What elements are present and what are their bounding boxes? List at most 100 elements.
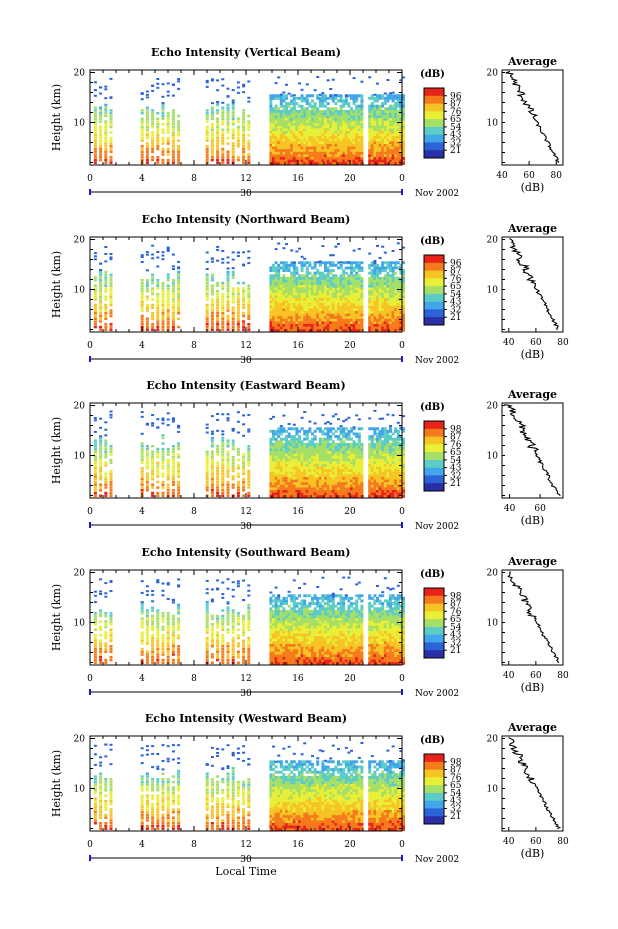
data-cell — [324, 323, 327, 327]
data-cell — [109, 150, 113, 153]
data-cell — [269, 429, 273, 433]
data-cell — [344, 141, 348, 144]
data-cell — [277, 279, 281, 283]
data-cell — [269, 138, 273, 142]
data-cell — [321, 455, 325, 459]
data-cell — [368, 282, 372, 285]
data-cell — [216, 136, 220, 140]
data-cell — [242, 456, 246, 459]
data-cell — [337, 476, 340, 480]
data-cell — [360, 104, 364, 108]
data-cell — [236, 295, 240, 298]
data-cell — [370, 315, 374, 319]
panel-3: Echo Intensity (Eastward Beam)Height (km… — [50, 379, 564, 532]
data-cell — [272, 448, 275, 451]
data-cell — [277, 122, 281, 126]
data-cell — [292, 487, 296, 490]
data-cell — [355, 318, 359, 322]
data-cell — [210, 114, 214, 118]
data-cell — [347, 484, 351, 488]
data-cell — [295, 292, 299, 296]
data-cell — [396, 261, 400, 265]
data-cell — [171, 450, 175, 453]
data-cell — [295, 479, 299, 483]
data-cell — [282, 146, 286, 150]
data-cell — [269, 269, 273, 272]
data-cell — [318, 466, 322, 470]
data-cell — [326, 154, 330, 157]
data-cell — [109, 309, 113, 312]
data-cell — [318, 96, 322, 100]
data-cell — [329, 117, 333, 121]
data-cell — [308, 448, 312, 451]
data-cell — [93, 445, 97, 448]
data-cell — [269, 102, 273, 105]
data-cell — [93, 94, 97, 97]
data-cell — [318, 143, 322, 147]
data-cell — [205, 467, 209, 470]
data-cell — [277, 313, 281, 317]
data-cell — [221, 117, 225, 120]
data-cell — [272, 321, 275, 324]
data-cell — [221, 136, 225, 140]
data-cell — [337, 489, 340, 493]
data-cell — [269, 120, 273, 124]
data-cell — [300, 328, 304, 332]
data-cell — [305, 437, 309, 441]
data-cell — [295, 122, 299, 126]
data-cell — [329, 429, 333, 433]
data-cell — [376, 125, 379, 129]
data-cell — [104, 480, 108, 484]
data-cell — [376, 318, 379, 322]
data-cell — [177, 306, 181, 309]
data-cell — [104, 287, 108, 290]
data-cell — [321, 450, 325, 454]
data-cell — [205, 128, 209, 131]
data-cell — [290, 279, 294, 283]
data-cell — [145, 253, 149, 256]
data-cell — [373, 295, 377, 298]
data-cell — [109, 109, 113, 112]
data-cell — [161, 251, 165, 254]
data-cell — [221, 442, 225, 445]
data-cell — [210, 290, 214, 293]
data-cell — [277, 302, 281, 306]
data-cell — [109, 258, 113, 261]
data-cell — [339, 284, 343, 288]
data-cell — [210, 136, 214, 140]
data-cell — [93, 491, 97, 495]
data-cell — [342, 128, 346, 131]
data-cell — [321, 318, 325, 322]
data-cell — [236, 81, 240, 84]
data-cell — [298, 308, 301, 311]
data-cell — [300, 300, 304, 304]
data-cell — [300, 287, 304, 291]
data-cell — [313, 466, 317, 470]
data-cell — [389, 138, 392, 142]
data-cell — [389, 269, 392, 272]
data-cell — [334, 120, 338, 124]
data-cell — [316, 282, 320, 285]
data-cell — [140, 453, 144, 456]
data-cell — [313, 115, 317, 118]
data-cell — [216, 309, 220, 312]
data-cell — [104, 153, 108, 156]
data-cell — [308, 305, 312, 309]
data-cell — [399, 138, 403, 142]
data-cell — [326, 458, 330, 462]
data-cell — [399, 135, 403, 139]
data-cell — [313, 461, 317, 464]
data-cell — [386, 94, 390, 98]
data-cell — [177, 483, 181, 486]
data-cell — [316, 115, 320, 118]
data-cell — [210, 303, 214, 307]
data-cell — [350, 128, 353, 131]
data-cell — [279, 323, 283, 327]
data-cell — [290, 271, 294, 275]
data-cell — [402, 315, 405, 319]
data-cell — [93, 461, 97, 464]
data-cell — [171, 489, 175, 492]
data-cell — [342, 102, 346, 105]
data-cell — [337, 300, 340, 304]
